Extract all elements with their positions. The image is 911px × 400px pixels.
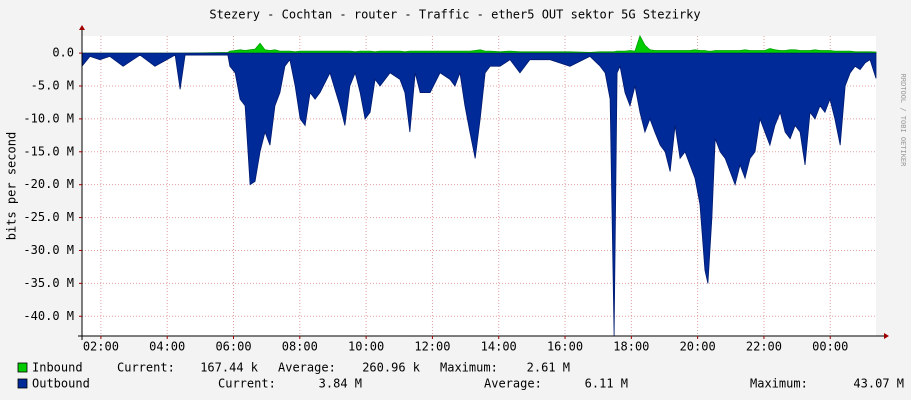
x-tick-label: 22:00 (746, 340, 782, 354)
x-tick-label: 08:00 (282, 340, 318, 354)
x-arrow (884, 333, 889, 339)
legend-stat-label: Maximum: (750, 377, 808, 391)
x-tick-label: 16:00 (547, 340, 583, 354)
y-tick-label: -30.0 M (23, 243, 74, 257)
x-tick-label: 04:00 (149, 340, 185, 354)
legend-stat-value: 260.96 k (362, 361, 421, 375)
labels: 0.0 -5.0 M -10.0 M -15.0 M -20.0 M -25.0 M -30… (17, 46, 904, 391)
y-tick-label: -25.0 M (23, 210, 74, 224)
y-tick-label: -35.0 M (23, 276, 74, 290)
y-tick-label: -10.0 M (23, 111, 74, 125)
legend-stat-label: Average: (278, 361, 336, 375)
y-axis-label: bits per second (5, 132, 19, 240)
x-tick-label: 20:00 (680, 340, 716, 354)
legend-stat-value: 2.61 M (527, 361, 570, 375)
x-tick-label: 14:00 (481, 340, 517, 354)
y-tick-label: -20.0 M (23, 177, 74, 191)
x-tick-label: 10:00 (348, 340, 384, 354)
legend-stat-value: 167.44 k (200, 361, 259, 375)
y-arrow (79, 25, 85, 30)
series-area (81, 52, 877, 337)
y-tick-label: -40.0 M (23, 309, 74, 323)
legend-swatch (17, 362, 28, 373)
legend-stat-value: 3.84 M (319, 377, 362, 391)
x-tick-label: 06:00 (215, 340, 251, 354)
legend-label: Outbound (32, 377, 90, 391)
legend-swatch (17, 378, 28, 389)
legend-stat-label: Maximum: (440, 361, 498, 375)
legend-label: Inbound (32, 361, 83, 375)
legend-stat-value: 6.11 M (585, 377, 628, 391)
areas (81, 34, 877, 337)
legend-stat-label: Current: (218, 377, 276, 391)
legend-stat-label: Average: (484, 377, 542, 391)
legend-stat-value: 43.07 M (853, 377, 904, 391)
x-tick-label: 00:00 (812, 340, 848, 354)
side-label: RRDTOOL / TOBI OETIKER (899, 74, 907, 168)
x-tick-label: 02:00 (83, 340, 119, 354)
series-area (82, 34, 877, 54)
y-tick-label: 0.0 (52, 46, 74, 60)
chart-title: Stezery - Cochtan - router - Traffic - e… (209, 8, 700, 22)
x-tick-label: 12:00 (414, 340, 450, 354)
legend-stat-label: Current: (117, 361, 175, 375)
y-tick-label: -15.0 M (23, 144, 74, 158)
x-tick-label: 18:00 (613, 340, 649, 354)
y-tick-label: -5.0 M (31, 79, 74, 93)
